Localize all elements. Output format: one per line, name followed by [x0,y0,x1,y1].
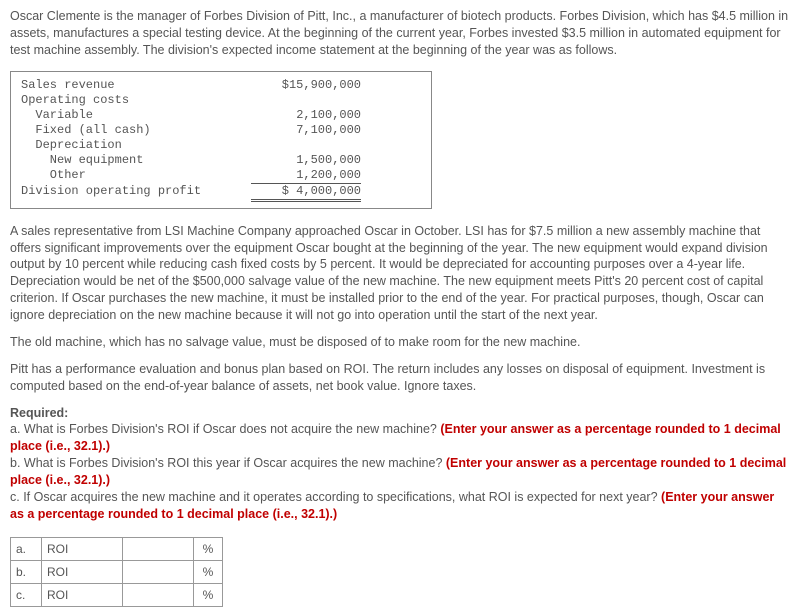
answer-row-a: a. ROI % [11,537,223,560]
stmt-value: 1,200,000 [251,168,361,184]
stmt-value: $15,900,000 [251,78,361,93]
roi-input-c[interactable] [123,585,193,605]
answer-label: a. [11,537,42,560]
req-b-text: b. What is Forbes Division's ROI this ye… [10,456,446,470]
stmt-row-sales: Sales revenue $15,900,000 [21,78,421,93]
paragraph-2: The old machine, which has no salvage va… [10,334,790,351]
req-a-text: a. What is Forbes Division's ROI if Osca… [10,422,440,436]
answer-name: ROI [42,537,123,560]
stmt-label: Sales revenue [21,78,251,93]
roi-input-b[interactable] [123,562,193,582]
stmt-value [251,138,361,153]
stmt-row-other: Other 1,200,000 [21,168,421,184]
stmt-row-newequip: New equipment 1,500,000 [21,153,421,168]
roi-input-a[interactable] [123,539,193,559]
stmt-value: 7,100,000 [251,123,361,138]
stmt-value: 2,100,000 [251,108,361,123]
stmt-row-opcosts: Operating costs [21,93,421,108]
stmt-label: Depreciation [21,138,251,153]
stmt-value: 1,500,000 [251,153,361,168]
answer-table: a. ROI % b. ROI % c. ROI % [10,537,223,608]
stmt-row-fixed: Fixed (all cash) 7,100,000 [21,123,421,138]
intro-paragraph: Oscar Clemente is the manager of Forbes … [10,8,790,59]
stmt-row-profit: Division operating profit $ 4,000,000 [21,184,421,202]
percent-symbol: % [194,537,223,560]
answer-row-b: b. ROI % [11,560,223,583]
percent-symbol: % [194,560,223,583]
paragraph-3: Pitt has a performance evaluation and bo… [10,361,790,395]
stmt-label: Variable [21,108,251,123]
answer-row-c: c. ROI % [11,584,223,607]
answer-name: ROI [42,560,123,583]
stmt-label: Other [21,168,251,184]
req-c-text: c. If Oscar acquires the new machine and… [10,490,661,504]
stmt-value: $ 4,000,000 [251,184,361,202]
paragraph-1: A sales representative from LSI Machine … [10,223,790,324]
stmt-label: New equipment [21,153,251,168]
answer-name: ROI [42,584,123,607]
required-heading: Required: [10,406,68,420]
answer-label: c. [11,584,42,607]
stmt-label: Division operating profit [21,184,251,202]
stmt-row-deprec: Depreciation [21,138,421,153]
income-statement: Sales revenue $15,900,000 Operating cost… [10,71,432,209]
stmt-value [251,93,361,108]
stmt-row-variable: Variable 2,100,000 [21,108,421,123]
answer-label: b. [11,560,42,583]
stmt-label: Fixed (all cash) [21,123,251,138]
percent-symbol: % [194,584,223,607]
required-block: Required: a. What is Forbes Division's R… [10,405,790,523]
stmt-label: Operating costs [21,93,251,108]
